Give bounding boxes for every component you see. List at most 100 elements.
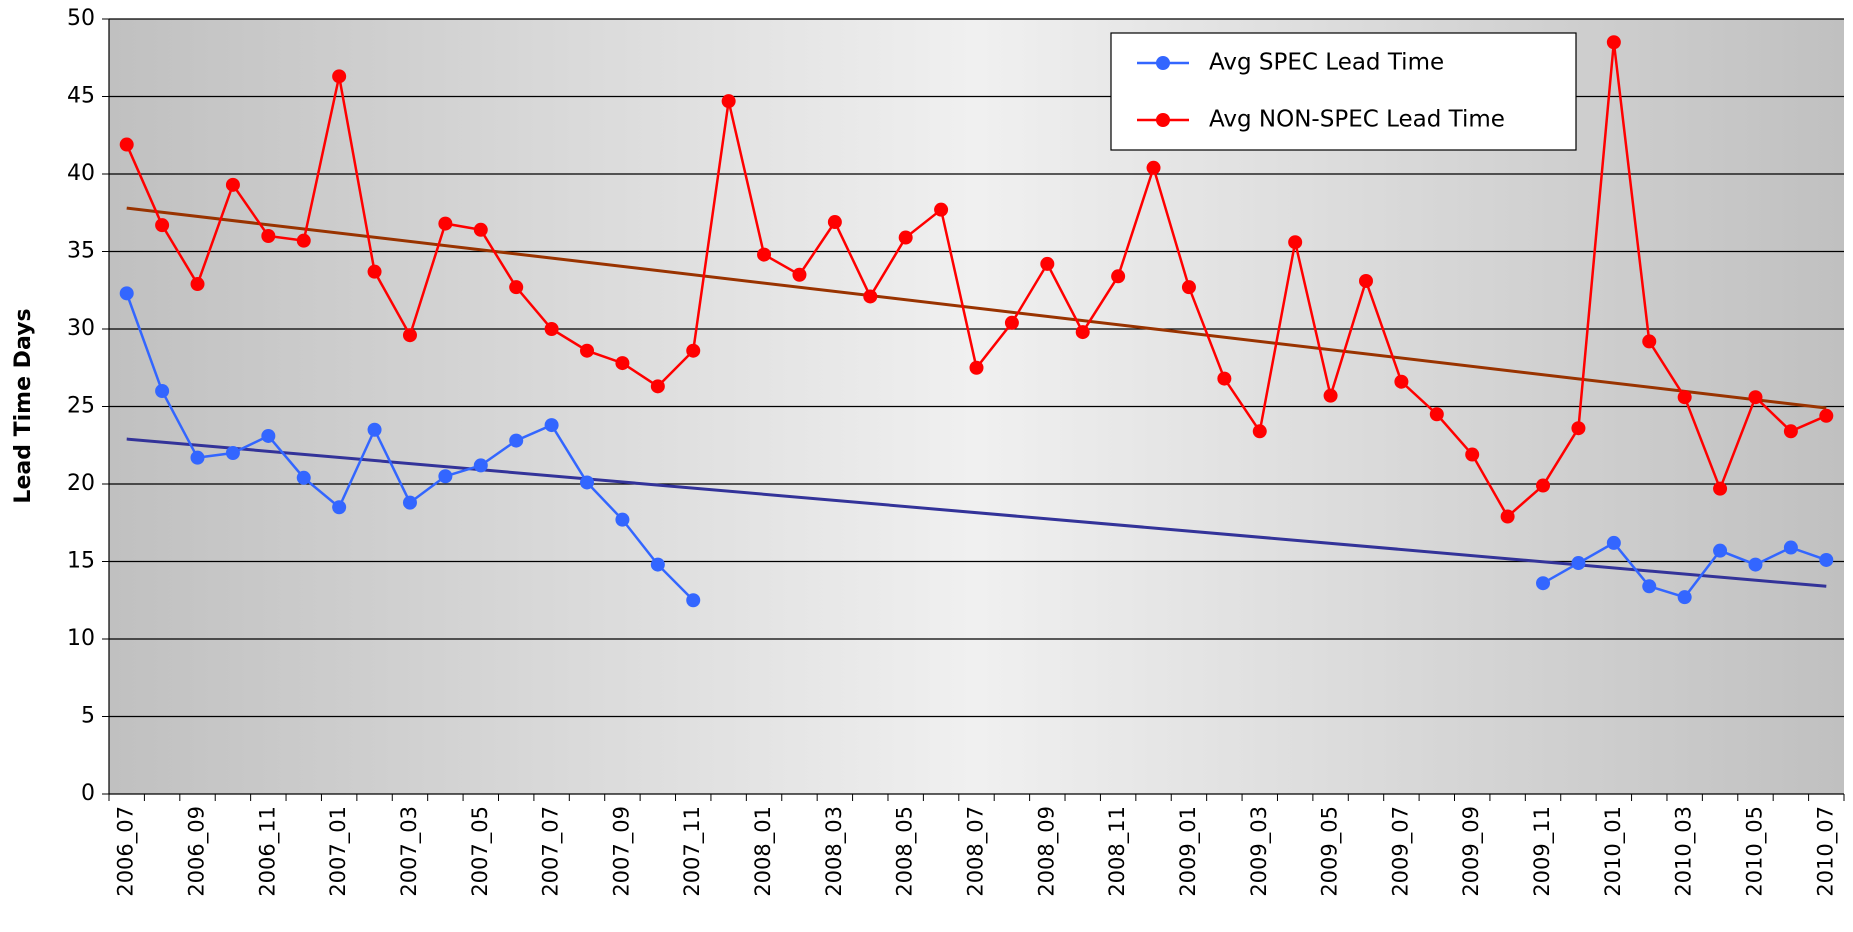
data-point xyxy=(1146,160,1161,175)
y-tick-label: 45 xyxy=(67,84,95,109)
y-tick-label: 40 xyxy=(67,161,95,186)
x-tick-label: 2008_05 xyxy=(893,806,918,897)
data-point xyxy=(296,233,311,248)
data-point xyxy=(261,229,276,243)
data-point xyxy=(261,428,276,443)
data-point xyxy=(332,69,347,84)
data-point xyxy=(1536,576,1551,591)
data-point xyxy=(1429,407,1444,422)
data-point xyxy=(1677,590,1692,605)
data-point xyxy=(332,500,347,515)
data-point xyxy=(898,230,913,245)
x-tick-label: 2006_11 xyxy=(255,806,280,897)
x-tick-label: 2006_09 xyxy=(185,806,210,897)
data-point xyxy=(1783,424,1798,439)
y-tick-label: 5 xyxy=(81,704,95,729)
x-tick-label: 2008_11 xyxy=(1105,806,1130,897)
data-point xyxy=(827,215,842,230)
x-tick-label: 2006_07 xyxy=(114,806,139,897)
x-tick-label: 2008_07 xyxy=(964,806,989,897)
data-point xyxy=(1040,256,1055,271)
legend-label: Avg SPEC Lead Time xyxy=(1209,50,1444,76)
x-tick-label: 2009_11 xyxy=(1530,806,1555,897)
data-point xyxy=(1783,540,1798,555)
data-point xyxy=(119,137,134,152)
x-tick-label: 2010_07 xyxy=(1813,806,1838,897)
data-point xyxy=(1819,408,1834,423)
x-tick-label: 2009_05 xyxy=(1318,806,1343,897)
x-tick-label: 2008_09 xyxy=(1034,806,1059,897)
data-point xyxy=(1358,273,1373,288)
data-point xyxy=(402,495,417,510)
y-tick-label: 25 xyxy=(67,394,95,419)
x-tick-label: 2009_01 xyxy=(1176,806,1201,897)
legend-marker xyxy=(1156,113,1170,127)
data-point xyxy=(1288,235,1303,250)
x-tick-label: 2010_01 xyxy=(1601,806,1626,897)
data-point xyxy=(1536,478,1551,493)
data-point xyxy=(1181,280,1196,295)
legend-marker xyxy=(1156,56,1170,70)
data-point xyxy=(296,470,311,485)
data-point xyxy=(155,384,170,398)
data-point xyxy=(544,322,559,336)
data-point xyxy=(969,360,984,375)
data-point xyxy=(863,289,878,304)
data-point xyxy=(580,343,595,358)
x-tick-label: 2009_03 xyxy=(1247,806,1272,897)
data-point xyxy=(686,593,701,608)
trendline xyxy=(126,437,1827,588)
data-point xyxy=(544,418,559,433)
data-point xyxy=(792,267,807,282)
y-tick-label: 20 xyxy=(67,471,95,496)
data-point xyxy=(1677,390,1692,405)
x-tick-label: 2007_05 xyxy=(468,806,493,897)
data-point xyxy=(1500,509,1515,524)
data-point xyxy=(190,277,205,292)
data-point xyxy=(934,202,949,217)
data-point xyxy=(1217,371,1232,386)
data-point xyxy=(438,469,453,484)
legend-box xyxy=(1110,32,1577,151)
data-point xyxy=(615,356,630,371)
data-point xyxy=(1748,390,1763,405)
x-tick-label: 2010_05 xyxy=(1742,806,1767,897)
x-tick-label: 2008_03 xyxy=(822,806,847,897)
x-tick-label: 2007_09 xyxy=(609,806,634,897)
data-point xyxy=(1571,556,1586,571)
data-point xyxy=(1748,557,1763,572)
y-tick-label: 15 xyxy=(67,549,95,574)
y-axis-label: Lead Time Days xyxy=(11,308,36,503)
x-tick-label: 2009_09 xyxy=(1459,806,1484,897)
legend-label: Avg NON-SPEC Lead Time xyxy=(1209,107,1505,133)
data-point xyxy=(402,328,417,343)
data-point xyxy=(119,286,134,301)
data-point xyxy=(1323,388,1338,403)
data-point xyxy=(473,458,488,473)
data-point xyxy=(1606,35,1621,50)
data-point xyxy=(1713,481,1728,496)
x-tick-label: 2010_03 xyxy=(1672,806,1697,897)
data-point xyxy=(757,247,772,262)
y-tick-label: 30 xyxy=(67,316,95,341)
data-point xyxy=(367,264,382,279)
data-point xyxy=(1465,447,1480,462)
data-point xyxy=(438,216,453,231)
data-point xyxy=(1394,374,1409,389)
y-tick-label: 0 xyxy=(81,781,95,806)
data-point xyxy=(190,450,205,465)
x-tick-label: 2008_01 xyxy=(751,806,776,897)
data-point xyxy=(721,94,736,109)
data-point xyxy=(473,222,488,237)
data-point xyxy=(509,433,524,448)
data-point xyxy=(580,475,595,490)
data-point xyxy=(1075,325,1090,340)
data-point xyxy=(1819,552,1834,567)
data-point xyxy=(225,446,240,460)
data-point xyxy=(650,379,665,394)
x-tick-label: 2007_11 xyxy=(680,806,705,897)
data-point xyxy=(650,557,665,572)
y-tick-label: 10 xyxy=(67,626,95,651)
data-point xyxy=(155,218,170,233)
